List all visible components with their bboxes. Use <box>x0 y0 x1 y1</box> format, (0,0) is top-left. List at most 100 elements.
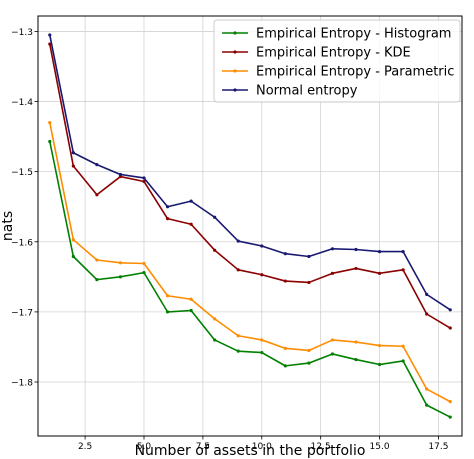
data-point <box>118 275 123 279</box>
series-line <box>48 34 451 311</box>
data-point <box>142 261 146 266</box>
legend-marker <box>233 50 237 54</box>
data-point <box>213 317 217 321</box>
data-point <box>189 308 193 313</box>
y-tick-label: −1.3 <box>11 28 33 38</box>
data-point <box>283 346 287 350</box>
data-point <box>189 222 193 226</box>
data-point <box>48 42 52 46</box>
data-point <box>236 334 240 338</box>
data-point <box>165 217 170 221</box>
data-point <box>401 359 405 363</box>
x-tick-label: 5.0 <box>137 442 152 452</box>
data-point <box>142 176 146 180</box>
data-point <box>260 338 264 342</box>
data-point <box>260 350 264 355</box>
data-point <box>71 254 75 259</box>
x-tick-label: 7.5 <box>196 442 210 452</box>
data-point <box>354 247 358 252</box>
data-point <box>448 326 452 330</box>
data-point <box>260 244 264 248</box>
y-axis: −1.3 −1.4 −1.5 −1.6 −1.7 −1.8 <box>11 28 38 389</box>
legend-item: Empirical Entropy - Histogram <box>222 27 451 42</box>
x-tick-label: 17.5 <box>428 442 448 452</box>
data-point <box>354 340 358 344</box>
series-line <box>48 43 451 329</box>
series-layer <box>48 33 452 419</box>
data-point <box>307 348 311 353</box>
series-1 <box>48 139 452 419</box>
data-point <box>48 139 52 144</box>
data-point <box>189 199 193 203</box>
series-line <box>48 141 451 418</box>
data-point <box>330 352 335 356</box>
legend-item: Normal entropy <box>222 84 358 99</box>
data-point <box>165 294 170 298</box>
data-point <box>118 172 123 177</box>
data-point <box>213 248 217 252</box>
plot-area-frame <box>37 15 463 437</box>
data-point <box>354 266 358 271</box>
legend-box <box>213 19 461 103</box>
data-point <box>330 338 335 342</box>
data-point <box>307 361 311 365</box>
data-point <box>448 308 452 312</box>
x-tick-label: 2.5 <box>78 442 92 452</box>
legend: Empirical Entropy - Histogram Empirical E… <box>213 19 461 103</box>
x-tick-label: 15.0 <box>370 442 390 452</box>
data-point <box>95 163 99 167</box>
data-point <box>377 343 382 348</box>
series-3 <box>48 120 452 404</box>
legend-marker <box>233 31 237 35</box>
data-point <box>425 403 429 407</box>
legend-label: Empirical Entropy - KDE <box>256 46 411 61</box>
data-point <box>213 338 217 342</box>
data-point <box>354 357 358 362</box>
data-point <box>425 387 429 391</box>
series-4 <box>48 33 452 312</box>
legend-label: Empirical Entropy - Histogram <box>256 27 451 42</box>
data-point <box>330 271 335 275</box>
series-2 <box>48 42 452 330</box>
data-point <box>142 179 146 184</box>
x-axis-title: Number of assets in the portfolio <box>135 443 366 459</box>
data-point <box>283 364 287 368</box>
data-point <box>48 120 52 125</box>
data-point <box>425 312 429 316</box>
data-point <box>71 151 75 155</box>
data-point <box>118 261 123 265</box>
data-point <box>425 292 429 296</box>
y-tick-label: −1.6 <box>11 238 33 248</box>
legend-marker <box>233 69 237 73</box>
legend-marker <box>233 88 237 92</box>
data-point <box>236 268 240 272</box>
data-point <box>165 205 170 209</box>
series-line <box>48 122 451 403</box>
data-point <box>283 252 287 256</box>
data-point <box>95 258 99 262</box>
data-point <box>401 344 405 348</box>
y-tick-label: −1.8 <box>11 379 33 389</box>
data-point <box>95 278 99 282</box>
y-tick-label: −1.7 <box>11 308 33 318</box>
data-point <box>377 249 382 254</box>
data-point <box>307 254 311 259</box>
legend-item: Empirical Entropy - KDE <box>222 46 411 61</box>
data-point <box>71 164 75 168</box>
data-point <box>330 247 335 251</box>
y-tick-label: −1.5 <box>11 168 33 178</box>
data-point <box>448 400 452 404</box>
data-point <box>377 271 382 275</box>
data-point <box>401 249 405 254</box>
y-axis-title: nats <box>0 211 16 241</box>
data-point <box>377 362 382 367</box>
x-tick-label: 12.5 <box>311 442 331 452</box>
data-point <box>283 279 287 283</box>
x-axis: 2.5 5.0 7.5 10.0 12.5 15.0 17.5 <box>78 436 448 452</box>
data-point <box>165 310 170 314</box>
data-point <box>95 193 99 197</box>
grid-lines <box>38 16 462 436</box>
data-point <box>142 271 146 275</box>
data-point <box>448 415 452 419</box>
